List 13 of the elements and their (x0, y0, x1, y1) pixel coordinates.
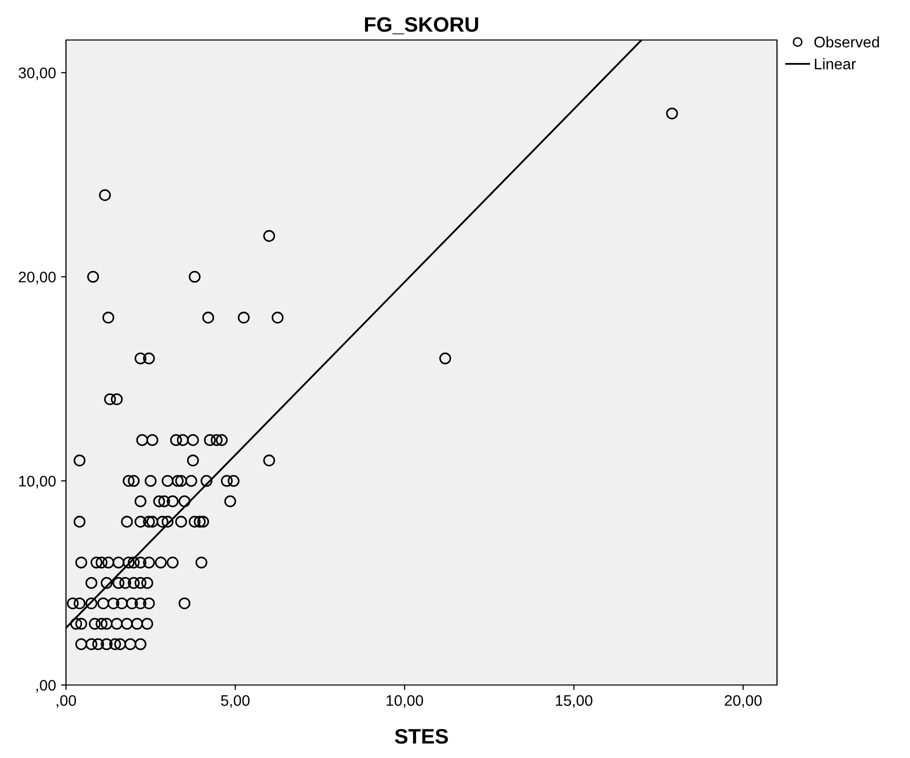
legend-label: Observed (814, 36, 879, 48)
y-tick-label: 20,00 (18, 272, 56, 284)
y-tick-label: 30,00 (18, 68, 56, 80)
y-tick-label: 10,00 (19, 476, 56, 488)
legend-label: Linear (814, 58, 856, 70)
x-tick-label: 15,00 (556, 695, 592, 708)
x-tick-label: ,00 (56, 695, 76, 708)
chart-title: FG_SKORU (365, 17, 478, 34)
x-tick-label: 20,00 (724, 695, 762, 708)
x-tick-label: 5,00 (221, 695, 250, 708)
x-axis-title: STES (394, 728, 448, 744)
y-tick-label: ,00 (36, 680, 56, 692)
x-tick-label: 10,00 (386, 695, 424, 708)
